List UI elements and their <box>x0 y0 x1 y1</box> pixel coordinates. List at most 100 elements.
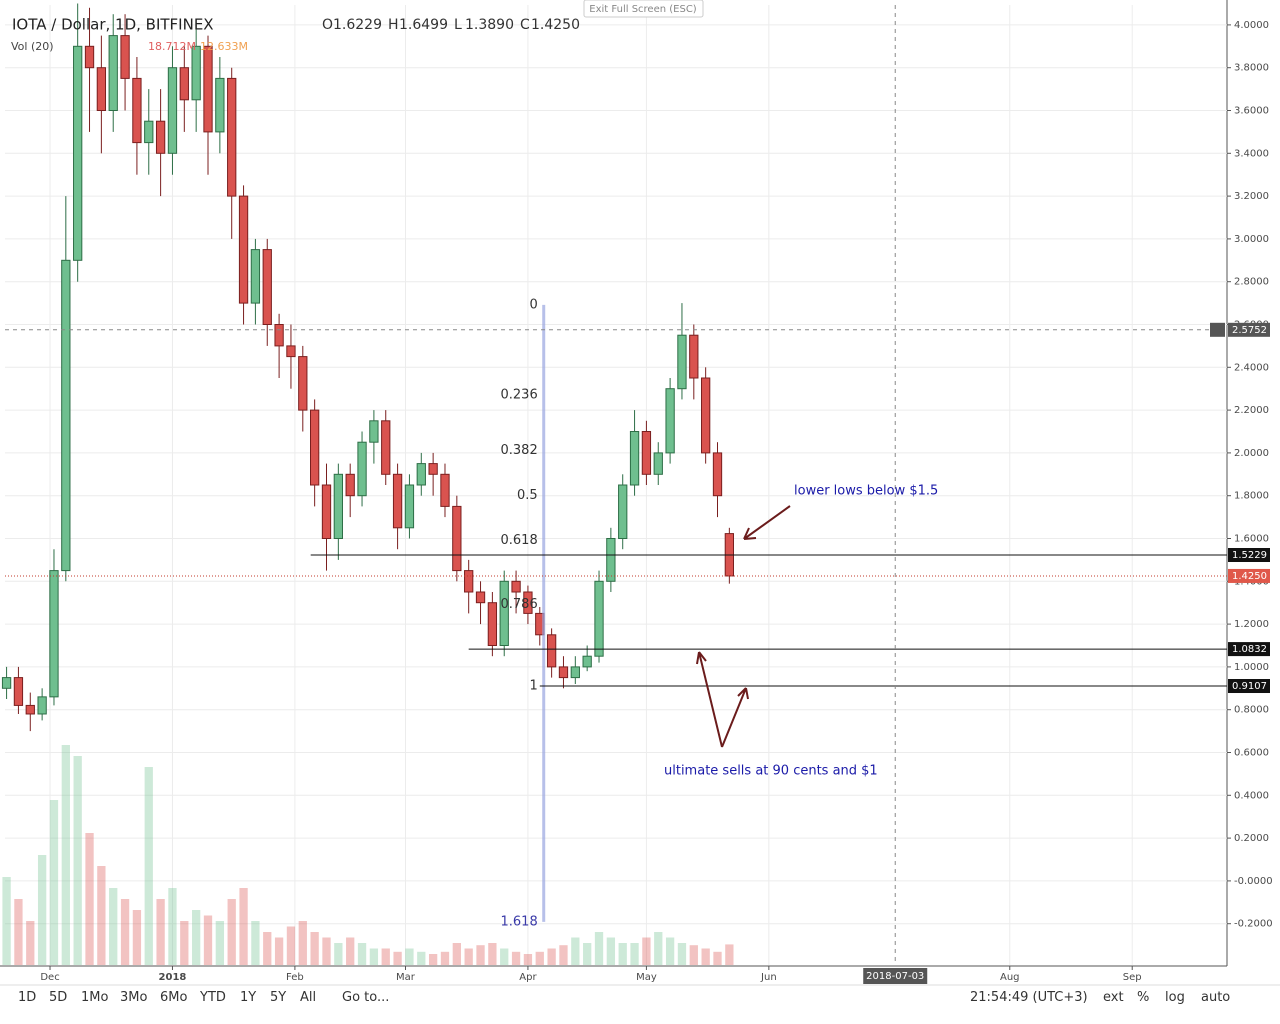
arrows <box>696 505 791 748</box>
volume-bar <box>37 855 47 965</box>
candle-body <box>499 580 509 646</box>
volume-bar <box>428 954 438 965</box>
volume-bar <box>85 833 94 965</box>
candle-body <box>570 666 580 679</box>
level-tag-label: 1.0832 <box>1232 644 1267 655</box>
x-tick-label: Sep <box>1123 972 1142 983</box>
volume-bar <box>452 943 461 965</box>
volume-bar <box>2 877 11 965</box>
candle-body <box>629 431 640 486</box>
y-tick-label: 3.6000 <box>1234 106 1269 117</box>
crosshair-tag <box>1228 322 1270 337</box>
y-tick-label: 3.0000 <box>1234 234 1269 245</box>
volume-bar <box>559 945 568 965</box>
fib-level-label: 0.5 <box>517 488 538 503</box>
candle-body <box>523 591 533 614</box>
range-button[interactable]: YTD <box>200 990 226 1005</box>
volume-bar <box>274 937 284 965</box>
y-tick-label: 0.4000 <box>1234 790 1269 801</box>
range-button[interactable]: 5D <box>49 990 68 1005</box>
volume-bar <box>227 899 236 965</box>
y-tick-label: 1.2000 <box>1234 619 1269 630</box>
candle-body <box>404 484 415 529</box>
volume-bar <box>701 948 710 965</box>
exit-button[interactable] <box>583 0 704 18</box>
candle-body <box>250 249 261 304</box>
option-button[interactable]: % <box>1137 990 1150 1005</box>
range-button[interactable]: 1Mo <box>81 990 109 1005</box>
volume-bar <box>630 943 639 965</box>
fib-level-label: 0.786 <box>501 597 538 612</box>
candle-body <box>594 580 604 657</box>
candle-body <box>416 463 426 486</box>
volume-bar <box>14 899 23 965</box>
candle-body <box>108 35 118 112</box>
fib-level-label: 0.382 <box>501 443 538 458</box>
candle-body <box>618 484 628 539</box>
ohlc-header: O 1.6229 H 1.6499 L 1.3890 C 1.4250 <box>322 17 580 33</box>
fib-level-label: 1.618 <box>501 914 538 929</box>
level-tag-label: 0.9107 <box>1232 681 1267 692</box>
range-button[interactable]: 3Mo <box>120 990 148 1005</box>
range-button[interactable]: 1Y <box>240 990 257 1005</box>
option-button[interactable]: auto <box>1201 990 1231 1005</box>
volume-bar <box>642 937 651 965</box>
y-tick-label: 1.0000 <box>1234 662 1269 673</box>
x-tick-label: Aug <box>1000 972 1020 983</box>
range-button[interactable]: 5Y <box>270 990 287 1005</box>
option-button[interactable]: ext <box>1103 990 1124 1005</box>
volume-bar <box>571 937 580 965</box>
exit-button-label[interactable]: Exit Full Screen (ESC) <box>589 4 697 15</box>
crosshair-plus <box>1210 322 1225 337</box>
arrow <box>696 651 723 748</box>
candle-body <box>96 67 107 112</box>
volume-bar <box>120 899 130 965</box>
candle-body <box>49 570 59 698</box>
y-tick-label: 4.0000 <box>1234 20 1269 31</box>
goto-button[interactable]: Go to... <box>342 990 390 1005</box>
volume-bar <box>357 943 367 965</box>
candle-body <box>37 696 47 715</box>
volume-bar <box>132 910 142 965</box>
volume-bar <box>476 945 485 965</box>
fib-level-label: 0.236 <box>501 387 538 402</box>
volume-bar <box>346 937 355 965</box>
volume-bar <box>417 951 426 965</box>
x-tick-label: May <box>636 972 657 983</box>
candle-body <box>689 334 699 379</box>
volume-bar <box>677 943 687 965</box>
last-price-tag <box>1228 568 1270 583</box>
y-tick-label: 2.2000 <box>1234 405 1269 416</box>
x-tick-label: Jun <box>760 972 777 983</box>
range-button[interactable]: All <box>300 990 317 1005</box>
candle-body <box>274 324 284 347</box>
volume-bar <box>689 945 698 965</box>
volume-ma-value: 12.633M <box>200 40 248 53</box>
x-tick-label: Apr <box>519 972 537 983</box>
volume-bar <box>500 948 509 965</box>
candle-body <box>582 655 592 668</box>
range-button[interactable]: 6Mo <box>160 990 188 1005</box>
candle-body <box>677 334 687 390</box>
volume-bar <box>192 910 201 965</box>
candle-body <box>262 249 272 326</box>
ohlc-value: 1.3890 <box>465 17 514 33</box>
volume-bar <box>180 921 189 965</box>
volume-bar <box>547 948 556 965</box>
annotation: ultimate sells at 90 cents and $1 <box>664 764 878 779</box>
volume-bar <box>523 954 533 965</box>
volume-bar <box>215 921 225 965</box>
clock[interactable]: 21:54:49 (UTC+3) <box>970 990 1088 1005</box>
ohlc-value: 1.6499 <box>399 17 448 33</box>
candle-body <box>155 120 166 154</box>
crosshair-x-tag <box>863 968 928 984</box>
volume-bar <box>263 932 272 965</box>
volume-bar <box>73 756 82 965</box>
option-button[interactable]: log <box>1165 990 1185 1005</box>
volume-bar <box>97 866 106 965</box>
range-button[interactable]: 1D <box>18 990 37 1005</box>
volume-bar <box>665 937 675 965</box>
x-tick-label: Feb <box>286 972 304 983</box>
